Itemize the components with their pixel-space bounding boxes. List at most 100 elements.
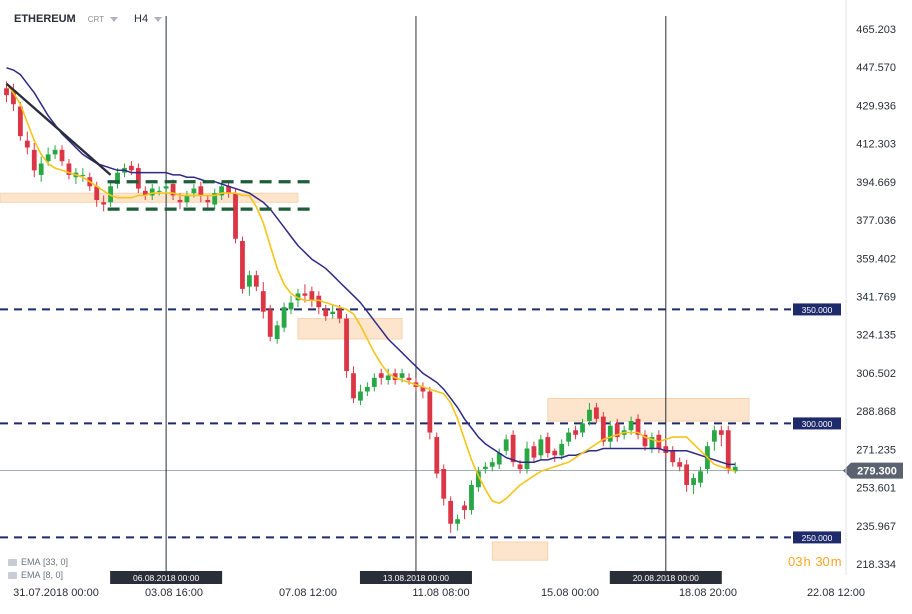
candle-body[interactable] <box>24 140 30 148</box>
candle-body[interactable] <box>538 439 544 456</box>
timeframe-dropdown-icon[interactable] <box>154 16 163 22</box>
candle-body[interactable] <box>399 373 405 378</box>
candle-body[interactable] <box>226 186 231 194</box>
candle-body[interactable] <box>17 106 23 137</box>
candle-body[interactable] <box>635 418 641 435</box>
candle-body[interactable] <box>628 421 634 431</box>
candle-body[interactable] <box>427 391 433 433</box>
visibility-icon[interactable] <box>8 558 17 566</box>
candle-body[interactable] <box>198 186 204 196</box>
candle-body[interactable] <box>149 188 155 196</box>
candle-body[interactable] <box>240 241 245 289</box>
candle-body[interactable] <box>142 190 148 196</box>
support-resistance-zone[interactable] <box>491 541 549 561</box>
candle-body[interactable] <box>566 432 572 442</box>
candle-body[interactable] <box>337 309 343 319</box>
candle-body[interactable] <box>129 165 134 171</box>
downtrend-line[interactable] <box>5 82 112 176</box>
candle-body[interactable] <box>247 275 252 287</box>
candle-body[interactable] <box>358 391 363 401</box>
candle-body[interactable] <box>580 423 585 433</box>
candle-body[interactable] <box>406 377 412 381</box>
candle-body[interactable] <box>385 375 391 381</box>
candle-body[interactable] <box>698 471 703 483</box>
ema-33-line[interactable] <box>6 67 736 466</box>
candle-body[interactable] <box>316 295 322 308</box>
candle-body[interactable] <box>482 466 488 470</box>
support-resistance-zone[interactable] <box>547 397 750 422</box>
candle-body[interactable] <box>184 195 190 203</box>
candle-body[interactable] <box>351 373 356 399</box>
candle-body[interactable] <box>642 434 648 447</box>
candle-body[interactable] <box>392 373 398 381</box>
candle-body[interactable] <box>170 184 176 196</box>
candle-body[interactable] <box>309 291 315 301</box>
support-resistance-zone[interactable] <box>0 192 299 203</box>
candle-body[interactable] <box>725 430 731 470</box>
candle-body[interactable] <box>45 154 51 162</box>
candle-body[interactable] <box>718 430 724 435</box>
candle-body[interactable] <box>156 190 162 192</box>
candle-body[interactable] <box>4 88 9 96</box>
ema-8-line[interactable] <box>5 83 736 505</box>
candle-body[interactable] <box>503 439 509 451</box>
candle-body[interactable] <box>205 199 211 203</box>
candle-body[interactable] <box>108 186 113 203</box>
candle-body[interactable] <box>274 325 280 340</box>
candle-body[interactable] <box>496 453 502 465</box>
candle-body[interactable] <box>462 505 467 511</box>
candle-body[interactable] <box>219 186 225 196</box>
candle-body[interactable] <box>517 464 523 470</box>
candle-body[interactable] <box>684 464 690 485</box>
candle-body[interactable] <box>573 430 578 435</box>
candle-body[interactable] <box>420 386 426 392</box>
candle-body[interactable] <box>260 291 266 312</box>
candle-body[interactable] <box>177 199 183 203</box>
candle-body[interactable] <box>38 163 44 175</box>
candle-body[interactable] <box>448 500 454 524</box>
candle-body[interactable] <box>281 307 287 328</box>
candle-body[interactable] <box>531 446 537 458</box>
candle-body[interactable] <box>455 519 460 524</box>
candle-body[interactable] <box>607 425 613 442</box>
candle-body[interactable] <box>302 293 308 296</box>
candle-body[interactable] <box>434 437 440 474</box>
candle-body[interactable] <box>31 149 37 171</box>
candle-body[interactable] <box>288 302 294 310</box>
legend-ema-33[interactable]: EMA [33, 0] <box>8 557 68 567</box>
candle-body[interactable] <box>670 450 676 463</box>
candle-body[interactable] <box>52 149 58 155</box>
candle-body[interactable] <box>587 409 592 422</box>
visibility-icon[interactable] <box>8 571 17 579</box>
candle-body[interactable] <box>614 423 620 438</box>
candle-body[interactable] <box>323 309 329 317</box>
candle-body[interactable] <box>378 373 384 378</box>
candle-body[interactable] <box>691 478 696 485</box>
candle-body[interactable] <box>115 172 120 185</box>
candle-body[interactable] <box>524 448 530 470</box>
candle-body[interactable] <box>295 293 301 301</box>
candle-body[interactable] <box>441 469 447 499</box>
candle-body[interactable] <box>135 168 141 189</box>
candle-body[interactable] <box>476 471 481 488</box>
candle-body[interactable] <box>545 437 551 454</box>
candle-body[interactable] <box>663 446 669 454</box>
candle-body[interactable] <box>163 186 169 189</box>
candle-body[interactable] <box>94 186 100 200</box>
candle-body[interactable] <box>233 193 238 239</box>
candle-body[interactable] <box>559 443 565 456</box>
candle-body[interactable] <box>469 484 474 511</box>
candle-body[interactable] <box>364 386 370 392</box>
candle-body[interactable] <box>253 275 259 287</box>
candle-body[interactable] <box>732 466 738 472</box>
candle-body[interactable] <box>80 174 86 176</box>
candle-body[interactable] <box>267 309 273 337</box>
candle-body[interactable] <box>66 163 72 175</box>
candle-body[interactable] <box>212 193 218 205</box>
candle-body[interactable] <box>649 437 655 449</box>
candle-body[interactable] <box>594 407 599 419</box>
candle-body[interactable] <box>330 311 336 314</box>
candle-body[interactable] <box>191 188 197 194</box>
